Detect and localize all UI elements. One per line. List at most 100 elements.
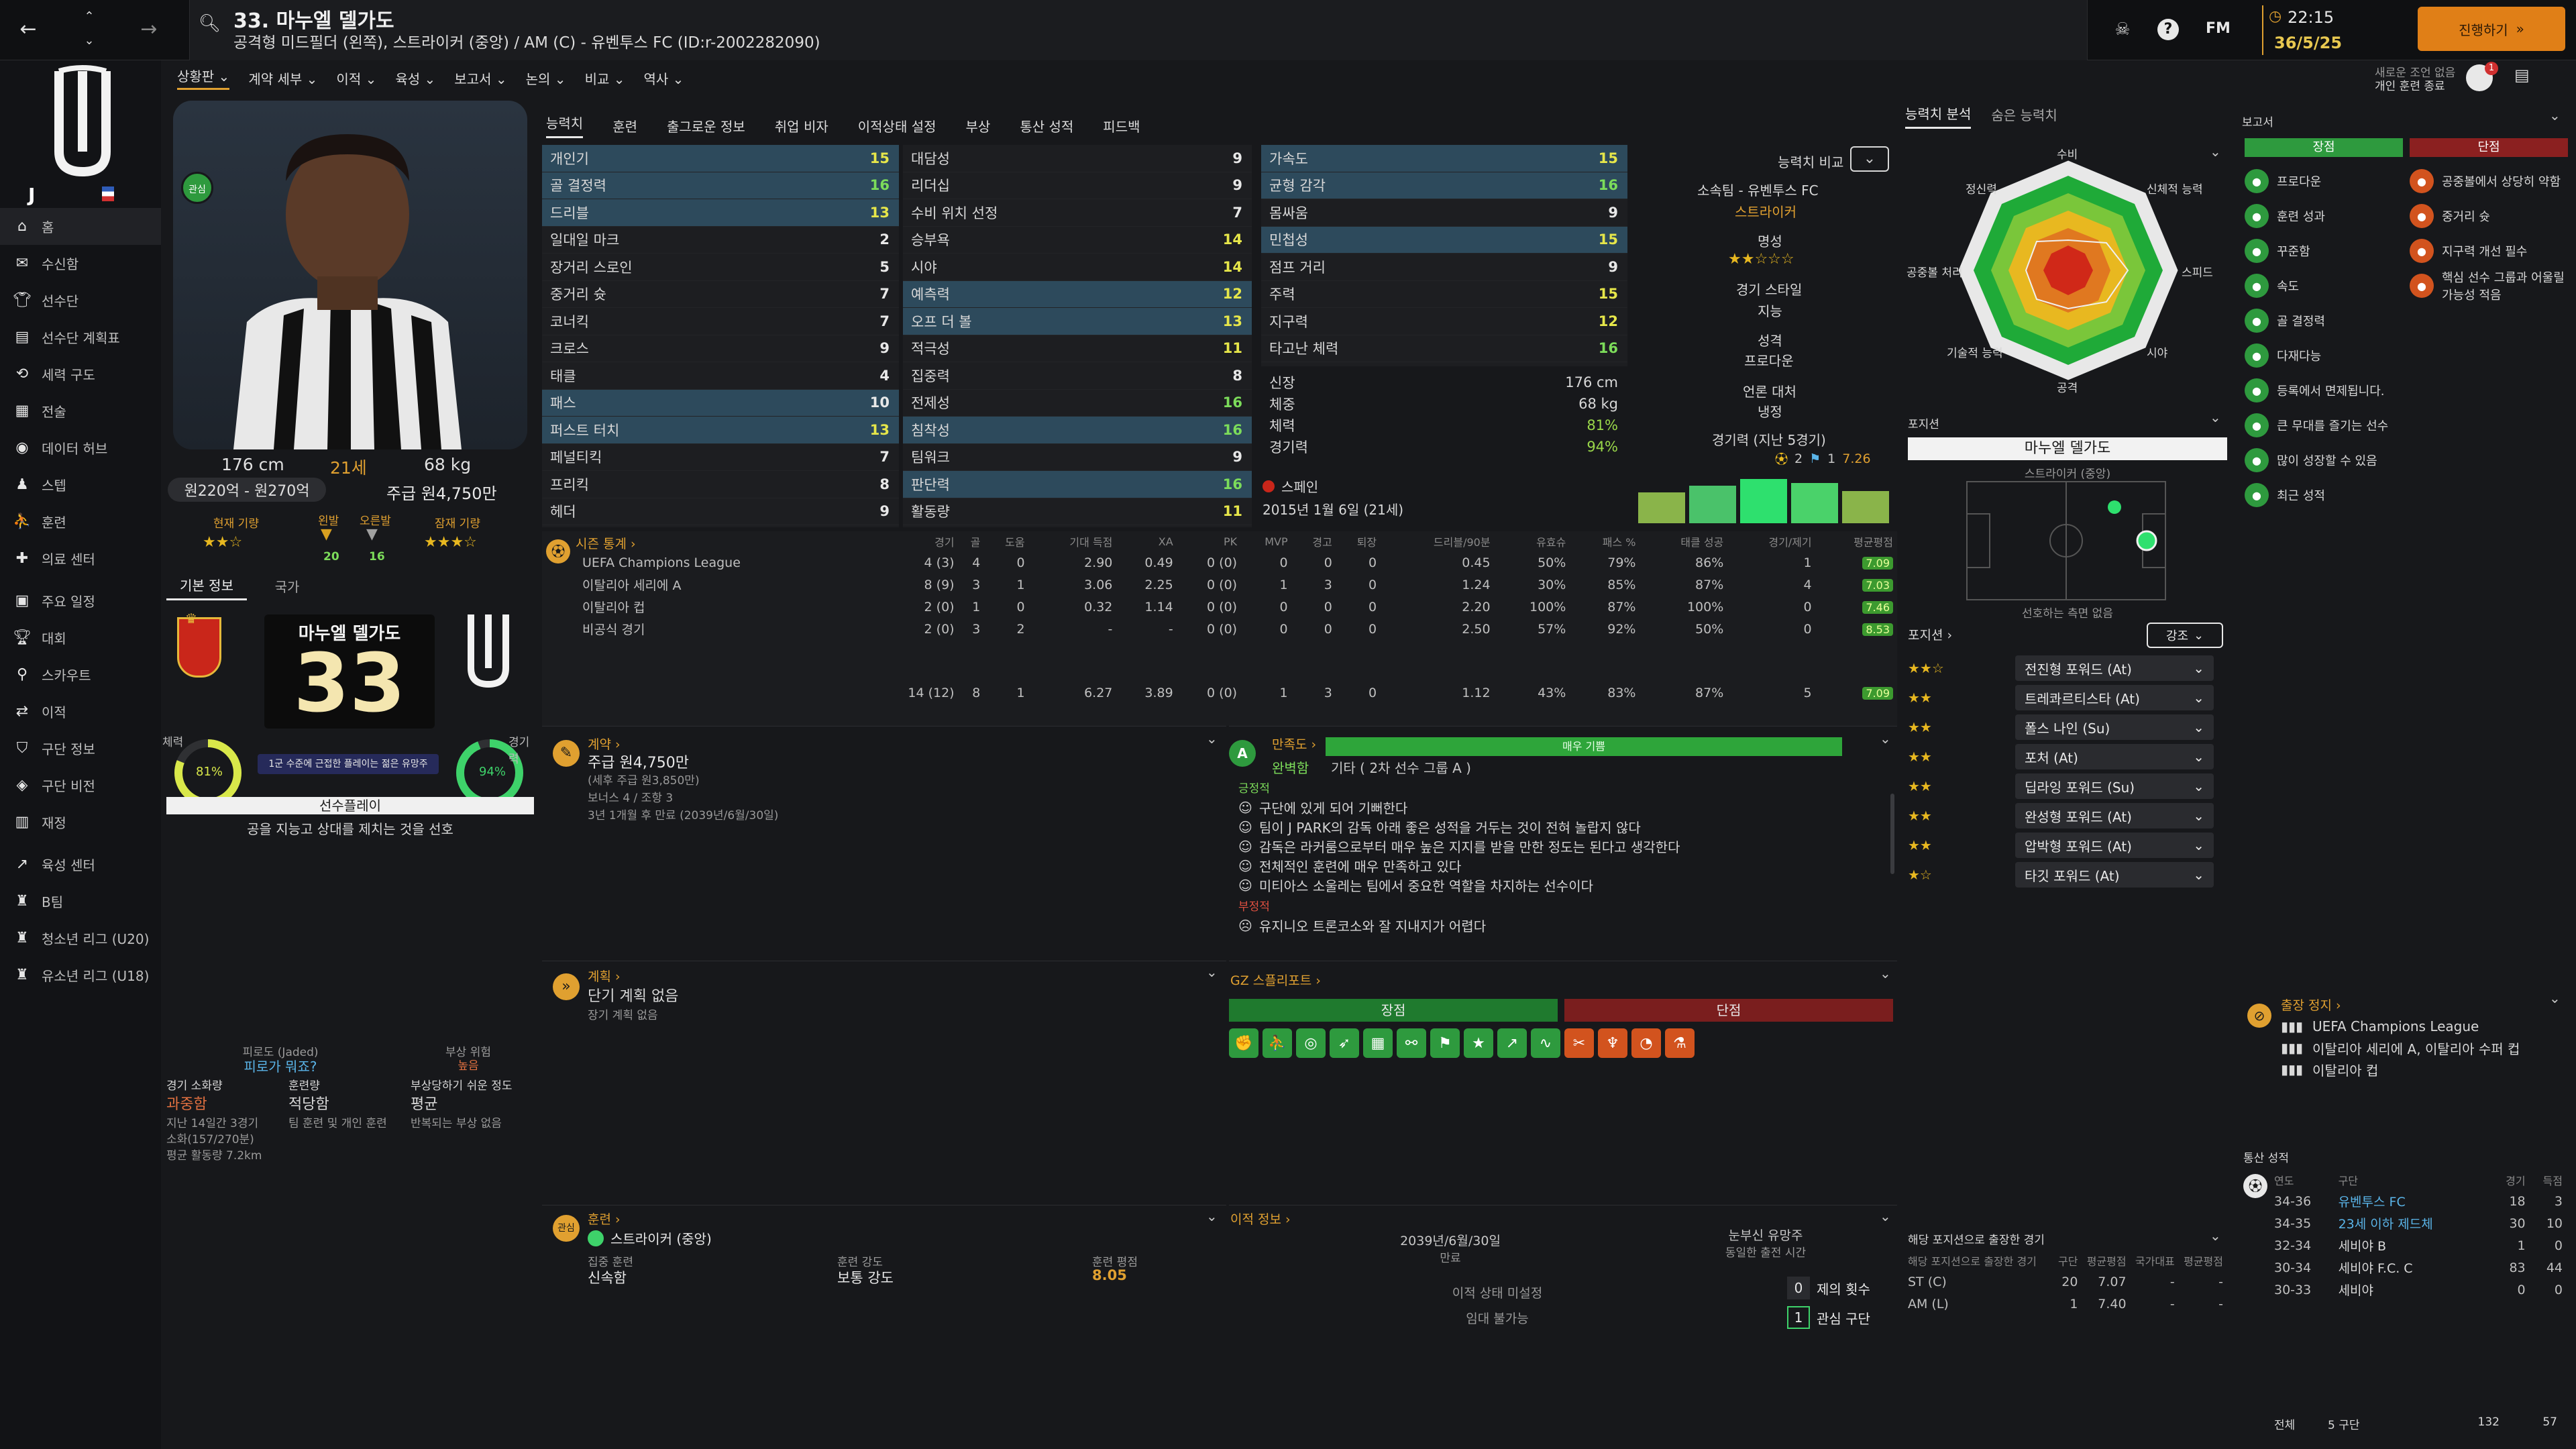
report-pro-item[interactable]: ● 프로다운 bbox=[2245, 164, 2406, 199]
role-text[interactable]: 스트라이커 bbox=[1735, 204, 1796, 220]
search-bar[interactable] bbox=[189, 0, 2088, 60]
search-icon[interactable]: 🔍︎ bbox=[199, 13, 221, 34]
big-match-icon[interactable]: ★ bbox=[1464, 1028, 1493, 1058]
sidebar-item-staff[interactable]: ♟ 스텝 bbox=[0, 466, 161, 503]
small-crest-icon[interactable]: J bbox=[28, 184, 36, 206]
attribute-row[interactable]: 활동량 11 bbox=[903, 498, 1252, 525]
sidebar-item-club-info[interactable]: ⛉ 구단 정보 bbox=[0, 730, 161, 767]
report-con-item[interactable]: ● 지구력 개선 필수 bbox=[2410, 233, 2569, 268]
role-row[interactable]: ★★☆ 전진형 포워드 (At) ⌄ bbox=[1908, 653, 2230, 683]
attribute-row[interactable]: 판단력 16 bbox=[903, 471, 1252, 498]
tab-info[interactable]: 출그로운 정보 bbox=[667, 118, 745, 135]
consistency-icon[interactable]: ◎ bbox=[1296, 1028, 1326, 1058]
report-pro-item[interactable]: ● 많이 성장할 수 있음 bbox=[2245, 443, 2406, 478]
position-collapse-icon[interactable]: ⌄ bbox=[2210, 409, 2221, 425]
attribute-row[interactable]: 리더십 9 bbox=[903, 172, 1252, 199]
subnav-compare[interactable]: 비교 ⌄ bbox=[584, 70, 625, 87]
attribute-row[interactable]: 주력 15 bbox=[1261, 281, 1627, 308]
attribute-row[interactable]: 팀워크 9 bbox=[903, 444, 1252, 471]
sidebar-item-tactics[interactable]: ▦ 전술 bbox=[0, 392, 161, 429]
subnav-history[interactable]: 역사 ⌄ bbox=[643, 70, 684, 87]
subnav-reports[interactable]: 보고서 ⌄ bbox=[454, 70, 507, 87]
sidebar-item-home[interactable]: ⌂ 홈 bbox=[0, 208, 161, 245]
sidebar-item-transfers[interactable]: ⇄ 이적 bbox=[0, 693, 161, 730]
attribute-row[interactable]: 점프 거리 9 bbox=[1261, 254, 1627, 281]
sidebar-item-squad[interactable]: 👕︎ 선수단 bbox=[0, 282, 161, 319]
sidebar-item-inbox[interactable]: ✉ 수신함 bbox=[0, 245, 161, 282]
season-stats-header[interactable]: 시즌 통계 › bbox=[576, 537, 636, 551]
attribute-row[interactable]: 프리킥 8 bbox=[542, 471, 899, 498]
sidebar-item-squad-plan[interactable]: ▤ 선수단 계획표 bbox=[0, 319, 161, 356]
appearances-collapse-icon[interactable]: ⌄ bbox=[2210, 1228, 2221, 1244]
tab-basic-info[interactable]: 기본 정보 bbox=[166, 575, 247, 600]
report-pro-item[interactable]: ● 최근 성적 bbox=[2245, 478, 2406, 513]
attribute-row[interactable]: 드리블 13 bbox=[542, 199, 899, 227]
happiness-scrollbar[interactable] bbox=[1890, 794, 1894, 874]
tab-visa[interactable]: 취업 비자 bbox=[774, 118, 828, 135]
forward-arrow-icon[interactable]: → bbox=[140, 17, 158, 41]
roles-header[interactable]: 포지션 › bbox=[1908, 628, 1953, 643]
sidebar-item-finance[interactable]: ▥ 재정 bbox=[0, 804, 161, 841]
role-select[interactable]: 트레콰르티스타 (At) ⌄ bbox=[2015, 685, 2214, 710]
report-pro-item[interactable]: ● 등록에서 면제됩니다. bbox=[2245, 373, 2406, 408]
training-icon[interactable]: ⛹ bbox=[1263, 1028, 1292, 1058]
attribute-row[interactable]: 예측력 12 bbox=[903, 280, 1252, 308]
tab-injury[interactable]: 부상 bbox=[965, 118, 991, 135]
tab-training[interactable]: 훈련 bbox=[612, 118, 638, 135]
stats-row[interactable]: UEFA Champions League 4 (3) 4 0 2.90 0.49 0 (0… bbox=[542, 551, 1897, 574]
attribute-row[interactable]: 일대일 마크 2 bbox=[542, 227, 899, 254]
career-row[interactable]: 34-35 23세 이하 제드체 30 10 bbox=[2274, 1212, 2567, 1234]
scroll-up-icon[interactable]: ⌃ bbox=[84, 9, 95, 23]
contract-header[interactable]: 계약 › bbox=[588, 737, 621, 752]
compare-dropdown[interactable]: ⌄ bbox=[1850, 146, 1889, 172]
attribute-row[interactable]: 퍼스트 터치 13 bbox=[542, 417, 899, 444]
gz-report-header[interactable]: GZ 스플리포트 › bbox=[1230, 973, 1321, 988]
sidebar-item-dev-center[interactable]: ↗ 육성 센터 bbox=[0, 846, 161, 883]
report-collapse-icon[interactable]: ⌄ bbox=[2549, 107, 2561, 123]
attribute-row[interactable]: 크로스 9 bbox=[542, 335, 899, 362]
tab-nation[interactable]: 국가 bbox=[274, 578, 300, 595]
role-select[interactable]: 포처 (At) ⌄ bbox=[2015, 744, 2214, 769]
attribute-row[interactable]: 몸싸움 9 bbox=[1261, 199, 1627, 227]
attribute-row[interactable]: 수비 위치 선정 7 bbox=[903, 199, 1252, 227]
radar-collapse-icon[interactable]: ⌄ bbox=[2210, 144, 2221, 160]
report-pro-item[interactable]: ● 골 결정력 bbox=[2245, 303, 2406, 338]
tab-attributes[interactable]: 능력치 bbox=[546, 113, 584, 138]
career-row[interactable]: 30-33 세비야 0 0 bbox=[2274, 1279, 2567, 1301]
plans-collapse-icon[interactable]: ⌄ bbox=[1206, 964, 1218, 980]
happiness-header[interactable]: 만족도 › bbox=[1272, 737, 1317, 752]
skull-icon[interactable]: ☠ bbox=[2114, 19, 2131, 40]
report-pro-item[interactable]: ● 꾸준함 bbox=[2245, 233, 2406, 268]
attribute-row[interactable]: 헤더 9 bbox=[542, 498, 899, 525]
attribute-row[interactable]: 시야 14 bbox=[903, 254, 1252, 281]
sidebar-item-data-hub[interactable]: ◉ 데이터 허브 bbox=[0, 429, 161, 466]
subnav-development[interactable]: 육성 ⌄ bbox=[395, 70, 436, 87]
role-select[interactable]: 전진형 포워드 (At) ⌄ bbox=[2015, 655, 2214, 681]
happiness-collapse-icon[interactable]: ⌄ bbox=[1880, 731, 1891, 747]
offers-row[interactable]: 0 제의 횟수 bbox=[1787, 1277, 1870, 1299]
report-pro-item[interactable]: ● 속도 bbox=[2245, 268, 2406, 303]
tab-ability-analysis[interactable]: 능력치 분석 bbox=[1905, 103, 1972, 129]
role-select[interactable]: 타깃 포워드 (At) ⌄ bbox=[2015, 862, 2214, 888]
sidebar-item-b-team[interactable]: ♜ B팀 bbox=[0, 883, 161, 920]
form-icon[interactable]: ∿ bbox=[1531, 1028, 1560, 1058]
report-pro-item[interactable]: ● 훈련 성과 bbox=[2245, 199, 2406, 233]
suspension-collapse-icon[interactable]: ⌄ bbox=[2549, 990, 2561, 1006]
role-row[interactable]: ★★ 트레콰르티스타 (At) ⌄ bbox=[1908, 683, 2230, 712]
role-select[interactable]: 압박형 포워드 (At) ⌄ bbox=[2015, 833, 2214, 858]
report-con-item[interactable]: ● 핵심 선수 그룹과 어울릴 가능성 적음 bbox=[2410, 268, 2569, 303]
career-row[interactable]: 30-34 세비야 F.C. C 83 44 bbox=[2274, 1256, 2567, 1279]
report-con-item[interactable]: ● 중거리 슛 bbox=[2410, 199, 2569, 233]
subnav-overview[interactable]: 상황판 ⌄ bbox=[177, 66, 230, 90]
role-select[interactable]: 폴스 나인 (Su) ⌄ bbox=[2015, 714, 2214, 740]
report-con-item[interactable]: ● 공중볼에서 상당히 약함 bbox=[2410, 164, 2569, 199]
sidebar-item-dynamics[interactable]: ⟲ 세력 구도 bbox=[0, 356, 161, 392]
attribute-row[interactable]: 개인기 15 bbox=[542, 145, 899, 172]
role-row[interactable]: ★☆ 타깃 포워드 (At) ⌄ bbox=[1908, 860, 2230, 890]
role-select[interactable]: 완성형 포워드 (At) ⌄ bbox=[2015, 803, 2214, 828]
sidebar-item-competitions[interactable]: 🏆︎ 대회 bbox=[0, 619, 161, 656]
role-row[interactable]: ★★ 완성형 포워드 (At) ⌄ bbox=[1908, 801, 2230, 830]
role-row[interactable]: ★★ 압박형 포워드 (At) ⌄ bbox=[1908, 830, 2230, 860]
attribute-row[interactable]: 장거리 스로인 5 bbox=[542, 254, 899, 281]
attribute-row[interactable]: 타고난 체력 16 bbox=[1261, 335, 1627, 362]
